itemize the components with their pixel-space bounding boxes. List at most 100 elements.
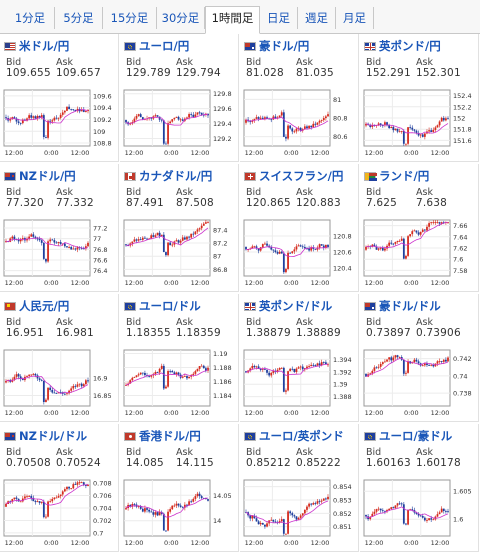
candle-body [289,125,292,129]
candle-body [289,511,292,514]
candle-body [36,115,39,119]
candle-body [34,373,37,376]
pair-name-link[interactable]: NZドル/円 [19,169,76,183]
candle-body [207,113,209,116]
tab-3[interactable]: 30分足 [157,7,205,29]
tab-6[interactable]: 週足 [298,7,336,29]
pair-cell[interactable]: 香港ドル/円 Bid Ask 14.085 14.115 14.05 14 12:00 0:00… [120,424,239,552]
pair-header: ユーロ/英ポンド [244,428,344,444]
candle-body [59,114,62,118]
candle-body [167,370,169,387]
candle-body [181,376,184,378]
candle-body [318,244,321,248]
tab-1[interactable]: 5分足 [55,7,103,29]
pair-cell[interactable]: ユーロ/円 Bid Ask 129.789 129.794 129.8 129.6 129.4… [120,34,239,162]
candle-body [80,248,83,249]
pair-cell[interactable]: カナダドル/円 Bid Ask 87.491 87.508 87.4 87.2 87 86.8 1… [120,164,239,292]
pair-cell[interactable]: ランド/円 Bid Ask 7.625 7.638 7.66 7.64 7.62 7.6 7.58… [360,164,479,292]
tab-4[interactable]: 1時間足 [205,6,260,34]
pair-cell[interactable]: スイスフラン/円 Bid Ask 120.865 120.883 120.8 120.6 12… [240,164,359,292]
candle-body [295,246,298,250]
tab-7[interactable]: 月足 [336,7,374,29]
candle-body [19,376,22,379]
candle-body [274,250,277,253]
bid-label: Bid [246,317,262,328]
tab-5[interactable]: 日足 [260,7,298,29]
pair-name-link[interactable]: カナダドル/円 [139,169,213,183]
candle-body [405,255,407,259]
candle-body [274,116,277,119]
bid-value: 0.85212 [246,457,291,469]
candle-body [295,128,298,132]
pair-header: ランド/円 [364,168,429,184]
candle-body [297,245,300,247]
candle-body [285,533,287,535]
candle-body [183,376,186,377]
candle-body [379,363,382,367]
y-tick-label: 129.6 [213,105,232,113]
pair-name-link[interactable]: ユーロ/英ポンド [259,429,344,443]
moving-average-line [125,497,208,518]
candle-body [51,389,54,393]
pair-header: 豪ドル/ドル [364,298,441,314]
flag-icon [4,431,16,441]
tab-2[interactable]: 15分足 [103,7,157,29]
pair-cell[interactable]: NZドル/ドル Bid Ask 0.70508 0.70524 0.708 0.706 0.7… [0,424,119,552]
candle-body [133,239,136,242]
candle-body [9,501,12,503]
pair-name-link[interactable]: ランド/円 [379,169,430,183]
pair-cell[interactable]: 米ドル/円 Bid Ask 109.655 109.657 109.6 109.4 109.2… [0,34,119,162]
candle-body [141,117,144,120]
pair-cell[interactable]: 英ポンド/円 Bid Ask 152.291 152.301 152.4 152.2 152 1… [360,34,479,162]
pair-name-link[interactable]: 豪ドル/円 [259,39,310,53]
pair-cell[interactable]: 豪ドル/円 Bid Ask 81.028 81.035 81 80.8 80.6 12:00 0:… [240,34,359,162]
candle-body [42,115,45,138]
y-tick-label: 14.05 [213,492,232,500]
candle-body [68,106,70,109]
pair-name-link[interactable]: 英ポンド/ドル [259,299,333,313]
pair-cell[interactable]: 英ポンド/ドル Bid Ask 1.38879 1.38889 1.394 1.392 1.3… [240,294,359,422]
candle-body [268,372,271,376]
pair-name-link[interactable]: 英ポンド/円 [379,39,441,53]
candle-body [169,242,172,246]
pair-name-link[interactable]: スイスフラン/円 [259,169,344,183]
y-tick-label: 109.4 [93,104,112,112]
pair-name-link[interactable]: 米ドル/円 [19,39,70,53]
candle-body [308,125,310,129]
candle-body [264,243,266,245]
tab-0[interactable]: 1分足 [6,7,55,29]
pair-cell[interactable]: ユーロ/英ポンド Bid Ask 0.85212 0.85222 0.854 0.853 0.… [240,424,359,552]
pair-cell[interactable]: 人民元/円 Bid Ask 16.951 16.981 16.9 16.85 12:00 0:0… [0,294,119,422]
pair-cell[interactable]: ユーロ/豪ドル Bid Ask 1.60163 1.60178 1.605 1.6 12:00… [360,424,479,552]
candle-body [19,122,22,124]
bid-label: Bid [246,57,262,68]
bid-label: Bid [366,187,382,198]
candle-body [38,501,41,503]
candle-body [26,496,28,498]
candle-body [280,251,283,254]
pair-name-link[interactable]: ユーロ/豪ドル [379,429,453,443]
pair-cell[interactable]: 豪ドル/ドル Bid Ask 0.73897 0.73906 0.742 0.74 0.738… [360,294,479,422]
candle-body [392,127,395,131]
pair-name-link[interactable]: 人民元/円 [19,299,70,313]
pair-name-link[interactable]: 香港ドル/円 [139,429,201,443]
candle-body [84,246,87,249]
candle-body [276,252,279,254]
pair-name-link[interactable]: 豪ドル/ドル [379,299,441,313]
candle-body [165,143,167,145]
pair-cell[interactable]: ユーロ/ドル Bid Ask 1.18355 1.18359 1.19 1.188 1.186… [120,294,239,422]
candle-body [318,501,321,503]
candle-body [314,365,317,366]
pair-name-link[interactable]: ユーロ/ドル [139,299,201,313]
pair-cell[interactable]: NZドル/円 Bid Ask 77.320 77.332 77.2 77 76.8 76.6 76… [0,164,119,292]
candle-body [388,357,391,360]
ask-label: Ask [56,187,73,198]
candle-body [423,363,426,366]
candle-body [45,258,47,262]
pair-name-link[interactable]: ユーロ/円 [139,39,190,53]
pair-name-link[interactable]: NZドル/ドル [19,429,88,443]
x-tick-label: 0:00 [164,539,179,547]
candle-body [327,496,329,500]
